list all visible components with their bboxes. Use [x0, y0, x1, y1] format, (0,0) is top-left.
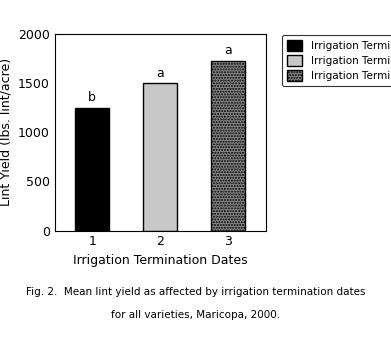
Legend: Irrigation Termination 1, Irrigation Termination 2, Irrigation Termination 3: Irrigation Termination 1, Irrigation Ter…	[282, 35, 391, 86]
Text: for all varieties, Maricopa, 2000.: for all varieties, Maricopa, 2000.	[111, 310, 280, 320]
Bar	[75, 108, 109, 231]
X-axis label: Irrigation Termination Dates: Irrigation Termination Dates	[73, 254, 248, 267]
Bar	[212, 61, 246, 231]
Text: Fig. 2.  Mean lint yield as affected by irrigation termination dates: Fig. 2. Mean lint yield as affected by i…	[26, 286, 365, 297]
Text: a: a	[224, 44, 232, 58]
Text: a: a	[156, 67, 164, 80]
Bar	[143, 83, 178, 231]
Text: b: b	[88, 91, 96, 104]
Y-axis label: Lint Yield (lbs. lint/acre): Lint Yield (lbs. lint/acre)	[0, 58, 13, 206]
